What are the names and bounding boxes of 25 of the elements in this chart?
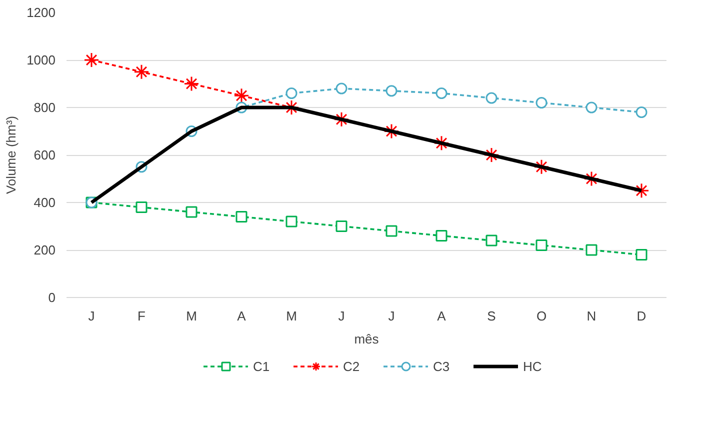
x-tick-label: O xyxy=(536,308,547,324)
y-axis-title: Volume (hm³) xyxy=(4,116,19,194)
x-tick-label: J xyxy=(338,308,345,324)
x-tick-label: M xyxy=(186,308,197,324)
legend-label: C1 xyxy=(253,358,271,374)
x-tick-label: N xyxy=(586,308,596,324)
x-tick-label: A xyxy=(237,308,246,324)
x-tick-label: D xyxy=(636,308,646,324)
y-tick-label: 800 xyxy=(34,100,56,115)
x-tick-label: M xyxy=(286,308,297,324)
legend-label: HC xyxy=(523,358,543,374)
x-tick-label: A xyxy=(437,308,446,324)
x-tick-label: J xyxy=(388,308,395,324)
legend-label: C3 xyxy=(433,358,451,374)
y-tick-label: 1200 xyxy=(26,5,56,20)
x-tick-label: S xyxy=(487,308,496,324)
y-tick-label: 0 xyxy=(48,290,56,305)
y-tick-label: 200 xyxy=(34,242,56,258)
y-tick-label: 1000 xyxy=(26,52,56,68)
x-tick-label: F xyxy=(138,308,146,324)
x-tick-label: J xyxy=(88,308,95,324)
y-tick-label: 400 xyxy=(34,195,56,210)
y-tick-label: 600 xyxy=(34,148,56,162)
x-axis-title: mês xyxy=(354,332,380,346)
legend-label: C2 xyxy=(343,358,361,374)
